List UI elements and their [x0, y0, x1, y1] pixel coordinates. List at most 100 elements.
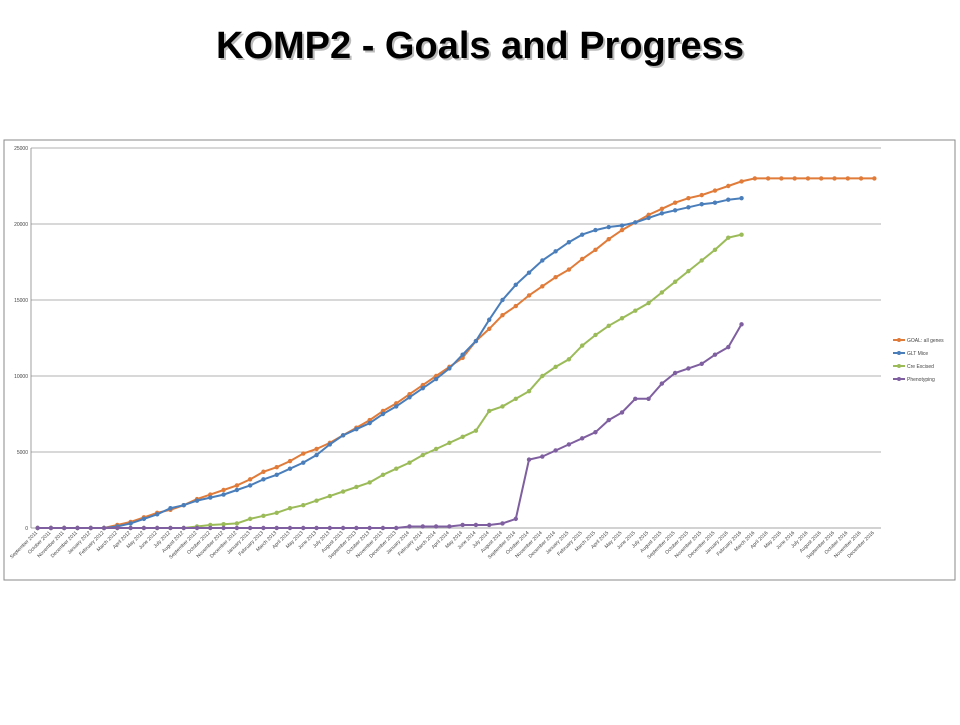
data-point: [832, 176, 837, 181]
y-tick-label: 10000: [14, 374, 28, 380]
legend-marker: [897, 338, 901, 342]
data-point: [579, 343, 585, 348]
data-point: [633, 396, 638, 401]
legend-marker: [897, 377, 901, 381]
data-point: [659, 206, 665, 211]
data-point: [340, 489, 346, 494]
data-point: [234, 521, 240, 526]
data-point: [686, 195, 691, 201]
data-point: [314, 446, 319, 452]
data-point: [447, 440, 452, 446]
legend-marker: [897, 364, 901, 368]
data-point: [380, 408, 386, 414]
data-point: [141, 516, 147, 522]
data-point: [314, 525, 319, 531]
data-point: [686, 366, 691, 371]
y-tick-label: 15000: [14, 298, 28, 304]
data-point: [208, 492, 213, 497]
legend-label: GLT Mice: [907, 351, 928, 357]
data-point: [314, 452, 319, 458]
data-point: [540, 284, 545, 289]
data-point: [247, 483, 253, 488]
data-point: [221, 522, 226, 527]
data-point: [407, 524, 412, 529]
data-point: [646, 215, 651, 221]
data-point: [553, 249, 558, 254]
data-point: [593, 227, 598, 233]
data-point: [154, 512, 160, 517]
data-point: [739, 232, 744, 237]
data-point: [287, 506, 293, 511]
data-point: [354, 525, 359, 531]
data-point: [460, 352, 465, 357]
data-point: [606, 323, 611, 329]
data-point: [101, 525, 107, 531]
data-point: [420, 385, 425, 391]
title-shadow: KOMP2 - Goals and Progress: [218, 27, 746, 69]
y-tick-label: 5000: [17, 450, 28, 456]
data-point: [181, 525, 186, 531]
data-point: [274, 465, 279, 470]
data-point: [659, 381, 665, 386]
data-point: [500, 404, 505, 409]
data-point: [354, 427, 359, 432]
series-line: [37, 323, 743, 529]
data-point: [301, 460, 306, 465]
data-point: [62, 525, 67, 531]
data-point: [699, 192, 704, 198]
data-point: [779, 176, 784, 181]
data-point: [287, 458, 293, 464]
data-point: [566, 267, 572, 272]
data-point: [128, 525, 133, 531]
data-point: [380, 411, 386, 417]
data-point: [75, 525, 80, 531]
data-point: [261, 525, 266, 531]
data-point: [327, 525, 333, 531]
data-point: [739, 195, 744, 201]
data-point: [380, 525, 386, 531]
data-point: [672, 370, 678, 376]
data-point: [261, 477, 266, 482]
data-point: [739, 179, 744, 184]
chart-frame: [3, 139, 956, 581]
data-point: [433, 376, 439, 382]
data-point: [487, 317, 492, 322]
data-point: [460, 522, 465, 528]
data-point: [712, 200, 718, 205]
data-point: [646, 396, 651, 401]
data-point: [566, 442, 572, 447]
data-point: [765, 176, 771, 181]
data-point: [513, 282, 518, 287]
data-point: [553, 364, 558, 370]
data-point: [234, 525, 240, 531]
data-point: [247, 525, 253, 531]
data-point: [540, 373, 545, 379]
data-point: [487, 522, 492, 528]
data-point: [194, 498, 200, 503]
data-point: [420, 382, 425, 388]
data-point: [181, 503, 186, 508]
data-point: [447, 366, 452, 371]
data-point: [340, 433, 346, 438]
data-point: [872, 176, 877, 181]
data-point: [473, 338, 479, 344]
data-point: [487, 408, 492, 414]
data-point: [487, 326, 492, 332]
data-point: [447, 524, 452, 529]
data-point: [792, 176, 797, 181]
data-point: [579, 232, 585, 237]
data-point: [606, 417, 611, 423]
data-point: [367, 420, 372, 426]
data-point: [380, 472, 386, 477]
legend-label: Phenotyping: [907, 377, 935, 383]
data-point: [619, 227, 625, 233]
data-point: [606, 237, 611, 242]
data-point: [699, 202, 704, 207]
data-point: [593, 332, 598, 338]
data-point: [367, 525, 372, 531]
data-point: [208, 495, 213, 500]
data-point: [115, 525, 120, 531]
data-point: [646, 300, 651, 306]
data-point: [168, 525, 173, 531]
